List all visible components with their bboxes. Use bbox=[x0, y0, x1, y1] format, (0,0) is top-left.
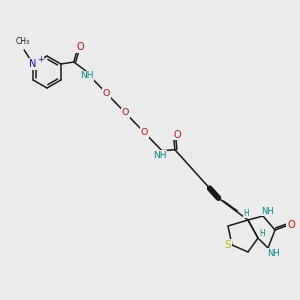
Text: +: + bbox=[37, 55, 44, 64]
Text: H: H bbox=[259, 230, 265, 238]
Text: O: O bbox=[103, 89, 110, 98]
Text: O: O bbox=[140, 128, 148, 137]
Text: O: O bbox=[287, 220, 295, 230]
Text: NH: NH bbox=[267, 248, 279, 257]
Text: CH₃: CH₃ bbox=[16, 38, 30, 46]
Text: NH: NH bbox=[80, 71, 94, 80]
Text: NH: NH bbox=[153, 151, 166, 160]
Text: NH: NH bbox=[262, 206, 275, 215]
Text: S: S bbox=[225, 240, 231, 250]
Text: O: O bbox=[173, 130, 181, 140]
Text: H: H bbox=[243, 208, 249, 217]
Text: O: O bbox=[122, 108, 129, 117]
Text: N: N bbox=[29, 59, 37, 69]
Text: O: O bbox=[76, 42, 84, 52]
